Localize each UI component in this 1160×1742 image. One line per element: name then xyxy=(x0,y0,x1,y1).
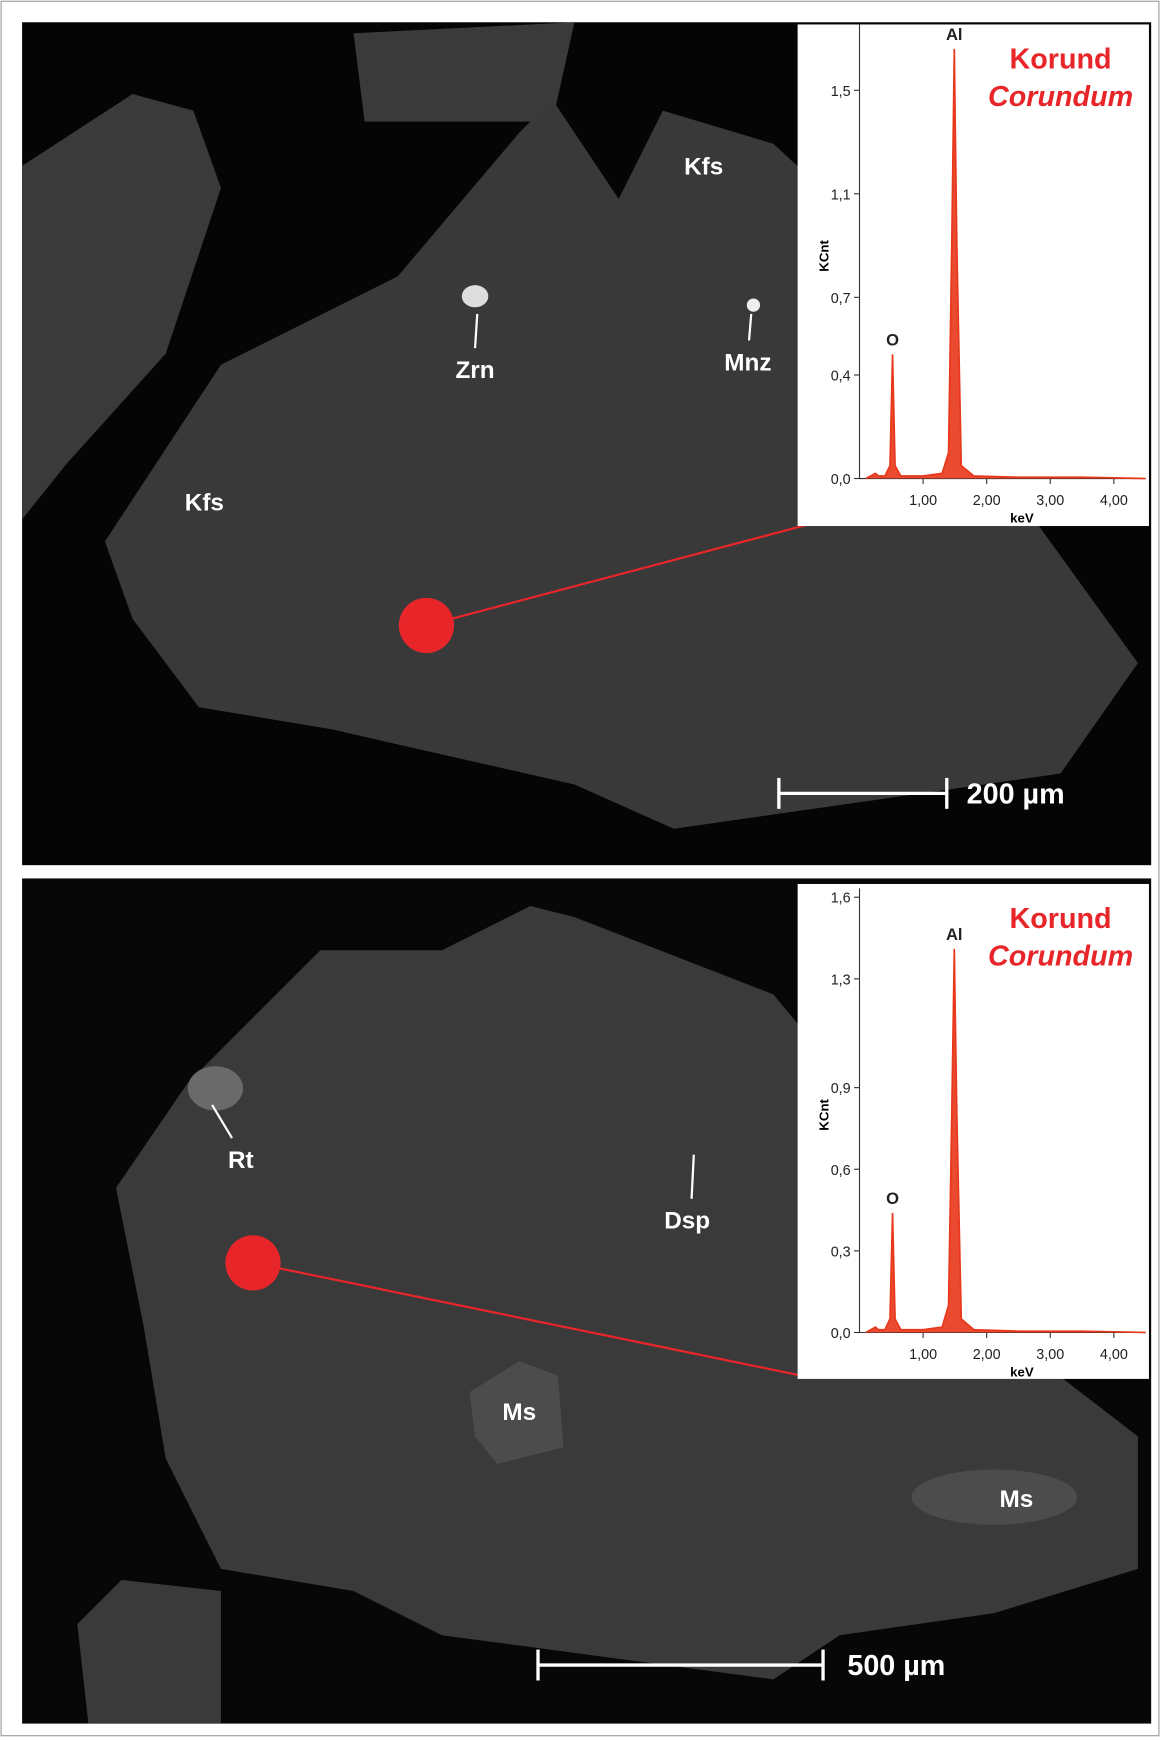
mineral xyxy=(188,1066,243,1110)
x-tick-label: 1,00 xyxy=(909,1347,937,1363)
peak-label: Al xyxy=(946,25,963,44)
y-tick-label: 1,3 xyxy=(831,972,851,988)
grain xyxy=(354,22,575,121)
y-axis-label: KCnt xyxy=(817,1098,832,1130)
label: Rt xyxy=(228,1147,254,1174)
label: Kfs xyxy=(684,154,723,181)
y-tick-label: 1,5 xyxy=(831,84,851,100)
y-tick-label: 1,1 xyxy=(831,187,851,203)
x-tick-label: 1,00 xyxy=(909,493,937,509)
y-axis-label: KCnt xyxy=(817,240,832,272)
y-tick-label: 0,0 xyxy=(831,472,851,488)
spot xyxy=(399,598,454,653)
label: Ms xyxy=(502,1399,536,1426)
mineral xyxy=(462,285,489,307)
label: Dsp xyxy=(664,1208,710,1235)
x-axis-label: keV xyxy=(1010,1365,1034,1380)
y-tick-label: 0,6 xyxy=(831,1163,851,1179)
y-tick-label: 0,7 xyxy=(831,291,851,307)
x-tick-label: 3,00 xyxy=(1036,493,1064,509)
label: Zrn xyxy=(455,357,494,384)
label: Ms xyxy=(999,1486,1033,1513)
peak-label: O xyxy=(886,1189,899,1208)
page: {"chart_data": [ {"type": "line", "title… xyxy=(0,0,1160,1742)
y-tick-label: 0,3 xyxy=(831,1244,851,1260)
mineral xyxy=(747,298,760,311)
y-tick-label: 0,4 xyxy=(831,369,851,385)
subtitle: Corundum xyxy=(988,81,1133,113)
x-axis-label: keV xyxy=(1010,511,1034,526)
scale-label: 200 µm xyxy=(967,778,1065,810)
x-tick-label: 4,00 xyxy=(1100,493,1128,509)
y-tick-label: 0,0 xyxy=(831,1326,851,1342)
figure: Kfs Kfs Zrn Mnz 200 µm Rt Dsp Ms Ms 500 … xyxy=(0,0,1160,1737)
label: Mnz xyxy=(724,349,771,376)
title: Korund xyxy=(1010,903,1112,935)
x-tick-label: 2,00 xyxy=(973,493,1001,509)
peak-label: O xyxy=(886,330,899,349)
y-tick-label: 1,6 xyxy=(831,891,851,907)
x-tick-label: 4,00 xyxy=(1100,1347,1128,1363)
y-tick-label: 0,9 xyxy=(831,1081,851,1097)
peak-label: Al xyxy=(946,925,963,944)
x-tick-label: 3,00 xyxy=(1036,1347,1064,1363)
mineral xyxy=(911,1469,1077,1524)
scale-label: 500 µm xyxy=(847,1650,945,1682)
x-tick-label: 2,00 xyxy=(973,1347,1001,1363)
label: Kfs xyxy=(185,490,224,517)
subtitle: Corundum xyxy=(988,941,1133,973)
title: Korund xyxy=(1010,44,1112,76)
spot xyxy=(225,1235,280,1290)
